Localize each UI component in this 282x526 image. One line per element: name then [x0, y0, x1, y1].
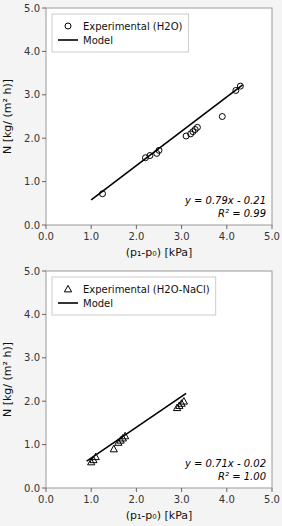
legend-label: Model: [83, 298, 113, 309]
y-tick-label: 1.0: [24, 176, 40, 187]
y-axis-label: N [kg/ (m² h)]: [1, 79, 14, 154]
plot-area: [46, 8, 272, 225]
legend-label: Model: [83, 35, 113, 46]
legend-label: Experimental (H2O-NaCl): [83, 284, 210, 295]
data-layer: [91, 83, 243, 200]
x-tick-label: 2.0: [128, 231, 144, 242]
legend-box: [52, 14, 188, 52]
x-tick: [91, 488, 92, 492]
panel: 0.0 1.0 2.0 3.0 4.0 5.0 0.0 1.0 2.0 3.0 4.0 5.0 (p₁-…: [1, 3, 280, 260]
x-tick-label: 3.0: [174, 231, 190, 242]
data-point: [237, 83, 243, 89]
x-tick: [272, 225, 273, 229]
model-line: [87, 393, 186, 461]
legend-label: Experimental (H2O): [83, 21, 183, 32]
plot-area: [46, 271, 272, 488]
legend-box: [52, 277, 216, 315]
x-tick-label: 3.0: [174, 494, 190, 505]
y-tick-label: 4.0: [24, 309, 40, 320]
x-tick: [136, 488, 137, 492]
data-point: [147, 153, 153, 159]
y-tick-label: 3.0: [24, 352, 40, 363]
x-tick-label: 4.0: [219, 494, 235, 505]
legend-swatch: [58, 302, 78, 304]
y-tick: [42, 401, 46, 402]
x-tick: [181, 225, 182, 229]
data-point: [110, 445, 117, 451]
data-point: [180, 398, 187, 404]
y-tick: [42, 271, 46, 272]
x-tick-label: 4.0: [219, 231, 235, 242]
y-tick-label: 2.0: [24, 396, 40, 407]
x-tick-label: 5.0: [264, 231, 280, 242]
x-tick: [181, 488, 182, 492]
x-tick-label: 5.0: [264, 494, 280, 505]
x-tick: [91, 225, 92, 229]
chart-figure: 0.0 1.0 2.0 3.0 4.0 5.0 0.0 1.0 2.0 3.0 4.0 5.0 (p₁-…: [0, 0, 282, 526]
y-tick: [42, 488, 46, 489]
legend-swatch: [64, 285, 71, 291]
data-point: [219, 114, 225, 120]
y-tick: [42, 181, 46, 182]
x-tick-label: 1.0: [83, 494, 99, 505]
panel: 0.0 1.0 2.0 3.0 4.0 5.0 0.0 1.0 2.0 3.0 4.0 5.0 (p₁-…: [1, 266, 280, 523]
data-point: [156, 147, 162, 153]
y-tick-label: 5.0: [24, 3, 40, 14]
legend: Experimental (H2O-NaCl) Model: [52, 277, 216, 315]
y-tick: [42, 444, 46, 445]
legend-swatch: [65, 23, 71, 29]
y-tick-label: 1.0: [24, 439, 40, 450]
annotation: R² = 0.99: [218, 208, 266, 219]
annotation: y = 0.79x - 0.21: [184, 195, 266, 206]
x-axis-label: (p₁-p₀) [kPa]: [126, 509, 193, 522]
x-tick: [272, 488, 273, 492]
y-tick-label: 5.0: [24, 266, 40, 277]
model-line: [91, 85, 242, 200]
y-tick: [42, 225, 46, 226]
y-tick: [42, 138, 46, 139]
x-tick: [46, 488, 47, 492]
data-point: [100, 191, 106, 197]
x-tick-label: 2.0: [128, 494, 144, 505]
y-tick: [42, 8, 46, 9]
x-tick: [46, 225, 47, 229]
legend: Experimental (H2O) Model: [52, 14, 188, 52]
y-tick-label: 3.0: [24, 89, 40, 100]
x-tick-label: 0.0: [38, 231, 54, 242]
annotation: y = 0.71x - 0.02: [184, 458, 266, 469]
y-tick: [42, 314, 46, 315]
y-tick-label: 4.0: [24, 46, 40, 57]
x-tick-label: 1.0: [83, 231, 99, 242]
y-tick: [42, 357, 46, 358]
y-tick-label: 0.0: [24, 220, 40, 231]
data-point: [122, 432, 129, 438]
x-tick: [226, 225, 227, 229]
data-point: [92, 453, 99, 459]
y-axis-label: N [kg/ (m² h)]: [1, 342, 14, 417]
annotation: R² = 1.00: [218, 471, 266, 482]
data-layer: [87, 393, 188, 464]
x-tick: [226, 488, 227, 492]
legend-swatch: [58, 39, 78, 41]
x-tick-label: 0.0: [38, 494, 54, 505]
data-point: [194, 124, 200, 130]
y-tick-label: 2.0: [24, 133, 40, 144]
y-tick-label: 0.0: [24, 483, 40, 494]
x-axis-label: (p₁-p₀) [kPa]: [126, 246, 193, 259]
x-tick: [136, 225, 137, 229]
y-tick: [42, 94, 46, 95]
y-tick: [42, 51, 46, 52]
